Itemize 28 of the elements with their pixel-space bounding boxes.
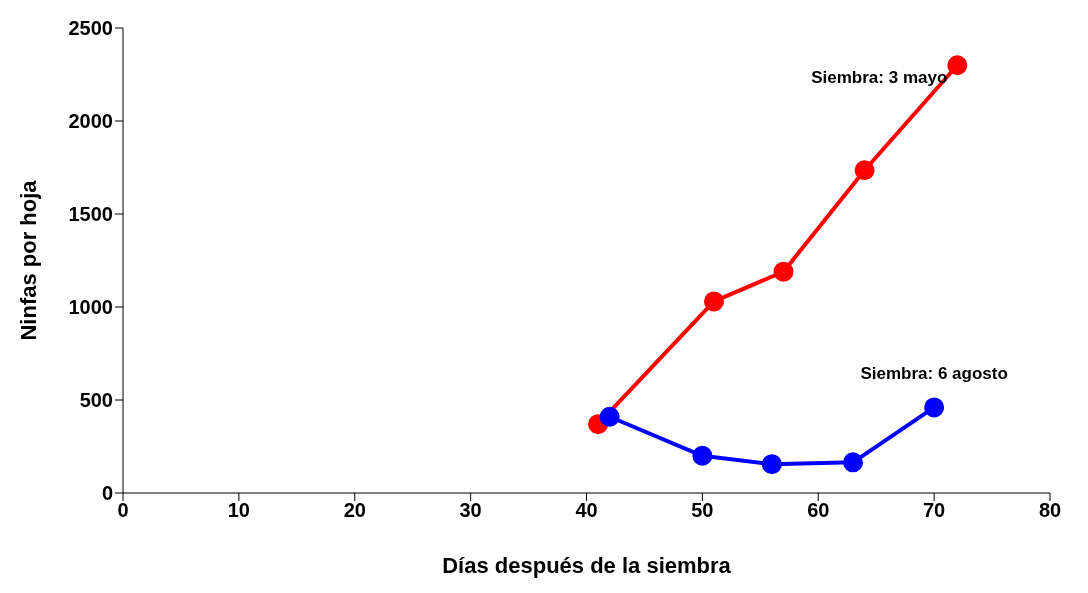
- point: [692, 445, 713, 466]
- y-tick-label: 0: [101, 482, 113, 505]
- x-tick-label: 70: [923, 499, 946, 522]
- series-label: Siembra: 6 agosto: [860, 364, 1008, 384]
- x-tick-label: 20: [343, 499, 366, 522]
- series-label: Siembra: 3 mayo: [811, 68, 948, 88]
- y-axis-title: Ninfas por hoja: [15, 179, 41, 341]
- x-tick-label: 30: [459, 499, 482, 522]
- point: [843, 452, 864, 473]
- y-tick-label: 500: [79, 389, 113, 412]
- point: [703, 291, 724, 312]
- x-tick-label: 60: [807, 499, 830, 522]
- point: [947, 55, 968, 76]
- y-tick-label: 1000: [68, 296, 113, 319]
- y-tick-label: 2000: [68, 110, 113, 133]
- point: [854, 160, 875, 181]
- x-tick-label: 40: [575, 499, 598, 522]
- point: [924, 397, 945, 418]
- point: [599, 406, 620, 427]
- x-tick-label: 0: [117, 499, 129, 522]
- point: [773, 261, 794, 282]
- point: [761, 454, 782, 475]
- x-tick-label: 10: [227, 499, 250, 522]
- y-tick-label: 1500: [68, 203, 113, 226]
- x-tick-label: 50: [691, 499, 714, 522]
- x-axis-title: Días después de la siembra: [442, 553, 732, 578]
- x-tick-label: 80: [1038, 499, 1062, 522]
- y-tick-label: 2500: [68, 17, 113, 40]
